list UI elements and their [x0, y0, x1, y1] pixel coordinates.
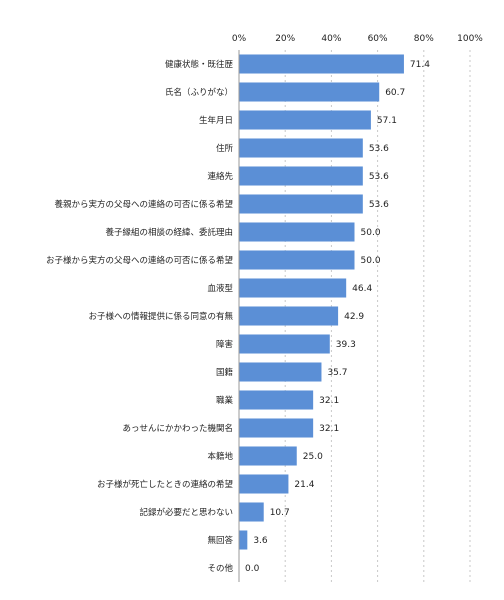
bar: [239, 194, 363, 214]
x-tick-label: 20%: [275, 34, 295, 44]
value-label: 46.4: [352, 284, 372, 294]
bar: [239, 222, 355, 242]
category-label: 連絡先: [207, 171, 233, 182]
category-label: 住所: [216, 143, 234, 154]
value-label: 57.1: [377, 116, 397, 126]
bar: [239, 418, 314, 438]
bar: [239, 446, 297, 466]
bars: [239, 54, 404, 550]
category-label: 無回答: [207, 535, 233, 546]
bar: [239, 110, 371, 130]
x-tick-label: 40%: [321, 34, 341, 44]
value-label: 39.3: [336, 340, 356, 350]
value-label: 0.0: [245, 564, 260, 574]
category-label: 生年月日: [199, 115, 233, 126]
bar: [239, 278, 347, 298]
category-label: その他: [207, 563, 233, 574]
bar: [239, 54, 404, 74]
bar: [239, 250, 355, 270]
x-tick-label: 100%: [457, 34, 483, 44]
value-label: 32.1: [319, 396, 339, 406]
category-label: 障害: [216, 339, 233, 350]
value-label: 71.4: [410, 60, 430, 70]
value-label: 53.6: [369, 172, 389, 182]
value-label: 32.1: [319, 424, 339, 434]
x-tick-label: 60%: [368, 34, 388, 44]
value-label: 50.0: [361, 228, 381, 238]
category-label: 養親から実方の父母への連絡の可否に係る希望: [54, 199, 233, 210]
category-label: 氏名（ふりがな）: [165, 87, 233, 98]
value-label: 35.7: [327, 368, 347, 378]
category-label: 職業: [216, 395, 234, 406]
category-label: 記録が必要だと思わない: [139, 507, 233, 518]
bar: [239, 474, 289, 494]
category-label: 本籍地: [207, 451, 233, 462]
value-label: 60.7: [385, 88, 405, 98]
value-label: 21.4: [294, 480, 314, 490]
category-label: 健康状態・既往歴: [165, 59, 234, 70]
bar: [239, 166, 363, 186]
category-label: お子様から実方の父母への連絡の可否に係る希望: [46, 255, 234, 266]
category-label: 養子縁組の相談の経緯、委託理由: [105, 227, 233, 238]
value-label: 42.9: [344, 312, 364, 322]
value-label: 25.0: [303, 452, 323, 462]
category-label: 血液型: [207, 283, 233, 294]
bar: [239, 306, 339, 326]
bar: [239, 530, 248, 550]
value-label: 53.6: [369, 144, 389, 154]
category-label: あっせんにかかわった機関名: [122, 423, 233, 434]
category-label: お子様が死亡したときの連絡の希望: [97, 479, 234, 490]
x-axis-ticks: 0% 20% 40% 60% 80% 100%: [232, 34, 483, 44]
category-label: 国籍: [216, 367, 233, 378]
value-label: 3.6: [253, 536, 268, 546]
x-tick-label: 0%: [232, 34, 247, 44]
bar: [239, 362, 322, 382]
value-label: 53.6: [369, 200, 389, 210]
bar: [239, 502, 264, 522]
value-labels: 71.4 60.7 57.1 53.6 53.6 53.6 50.0 50.0 46.4 42.9…: [245, 60, 430, 574]
bar: [239, 334, 330, 354]
value-label: 50.0: [361, 256, 381, 266]
category-label: お子様への情報提供に係る同意の有無: [88, 311, 233, 322]
value-label: 10.7: [270, 508, 290, 518]
x-tick-label: 80%: [414, 34, 434, 44]
bar: [239, 390, 314, 410]
bar: [239, 82, 380, 102]
bar: [239, 138, 363, 158]
